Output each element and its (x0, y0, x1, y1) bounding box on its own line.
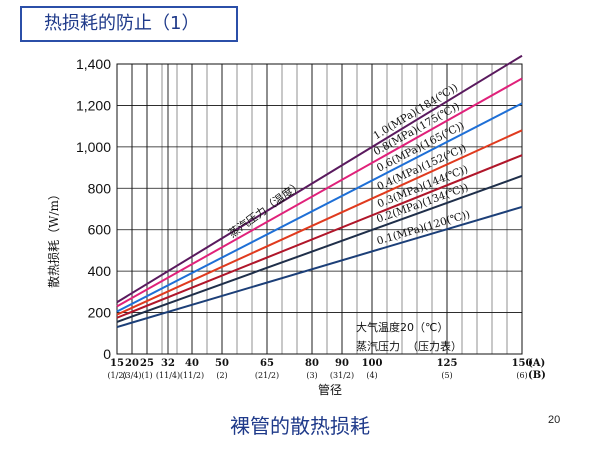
x-tick-label-inch: (11/4) (156, 371, 180, 380)
x-tick-label-inch: (11/2) (180, 371, 204, 380)
x-tick-label-mm: 50 (215, 358, 229, 369)
x-tick-label-mm: 40 (185, 358, 199, 369)
series-line (116, 154, 523, 319)
x-tick-label-inch: (3/4) (122, 371, 141, 380)
y-tick-label: 1,400 (76, 56, 111, 72)
series-line (116, 174, 523, 323)
series-line (116, 205, 523, 329)
x-tick-label-inch: (3) (306, 371, 317, 380)
x-tick-label-inch: (1/2) (107, 371, 126, 380)
x-tick-label-mm: 100 (362, 358, 383, 369)
series-line (116, 129, 523, 316)
y-tick-label: 0 (103, 346, 111, 362)
series-line (116, 77, 523, 308)
x-tick-label-mm: 80 (305, 358, 319, 369)
x-tick-label-inch: (4) (366, 371, 377, 380)
x-tick-label-inch: (5) (441, 371, 452, 380)
y-tick-label: 1,200 (76, 97, 111, 113)
x-tick-label-inch: (2) (216, 371, 227, 380)
x-tick-label-inch: (31/2) (330, 371, 354, 380)
x-tick-label-mm: 125 (437, 358, 458, 369)
page-number: 20 (548, 414, 561, 426)
y-tick-label: 800 (88, 180, 112, 196)
series-line (116, 54, 523, 304)
x-tick-label-mm: 150 (512, 358, 533, 369)
series-labels: 1.0(MPa)(184(℃))0.8(MPa)(175(℃))0.6(MPa)… (371, 82, 471, 248)
x-tick-label-mm: 20 (125, 358, 139, 369)
x-tick-label-inch: (1) (141, 371, 152, 380)
heat-loss-chart: 0 200 400 600 800 1,000 1,200 1,400 15 (1/2) 20 (3/… (46, 54, 546, 397)
y-tick-label: 200 (88, 305, 112, 321)
x-tick-label-inch: (21/2) (255, 371, 279, 380)
x-tick-label-mm: 25 (140, 358, 154, 369)
slide-caption: 裸管的散热损耗 (230, 414, 370, 438)
grid (116, 63, 523, 355)
plot-frame (116, 63, 523, 355)
axis-ticks: 0 200 400 600 800 1,000 1,200 1,400 15 (1/2) 20 (3/… (76, 56, 546, 381)
x-tick-label-mm: 15 (110, 358, 124, 369)
x-axis-label: 管径 (318, 382, 342, 397)
series-line (116, 102, 523, 313)
x-unit-label-a: (A) (528, 358, 545, 369)
x-unit-label-b: (B) (528, 370, 546, 381)
y-tick-label: 600 (88, 222, 112, 238)
x-tick-label-mm: 65 (260, 358, 274, 369)
y-axis-label: 散热损耗（W/m） (46, 188, 61, 288)
series-group-label: 蒸汽压力（温度） (226, 177, 305, 240)
annotation-air-temp: 大气温度20（℃） (356, 320, 448, 334)
x-tick-label-inch: (6) (516, 371, 527, 380)
x-tick-label-mm: 90 (335, 358, 349, 369)
y-tick-label: 1,000 (76, 139, 111, 155)
annotation-pressure: 蒸汽压力 （压力表） (356, 339, 462, 353)
y-tick-label: 400 (88, 263, 112, 279)
series-lines (116, 54, 523, 329)
slide-title: 热损耗的防止（1） (20, 6, 238, 42)
x-tick-label-mm: 32 (161, 358, 175, 369)
